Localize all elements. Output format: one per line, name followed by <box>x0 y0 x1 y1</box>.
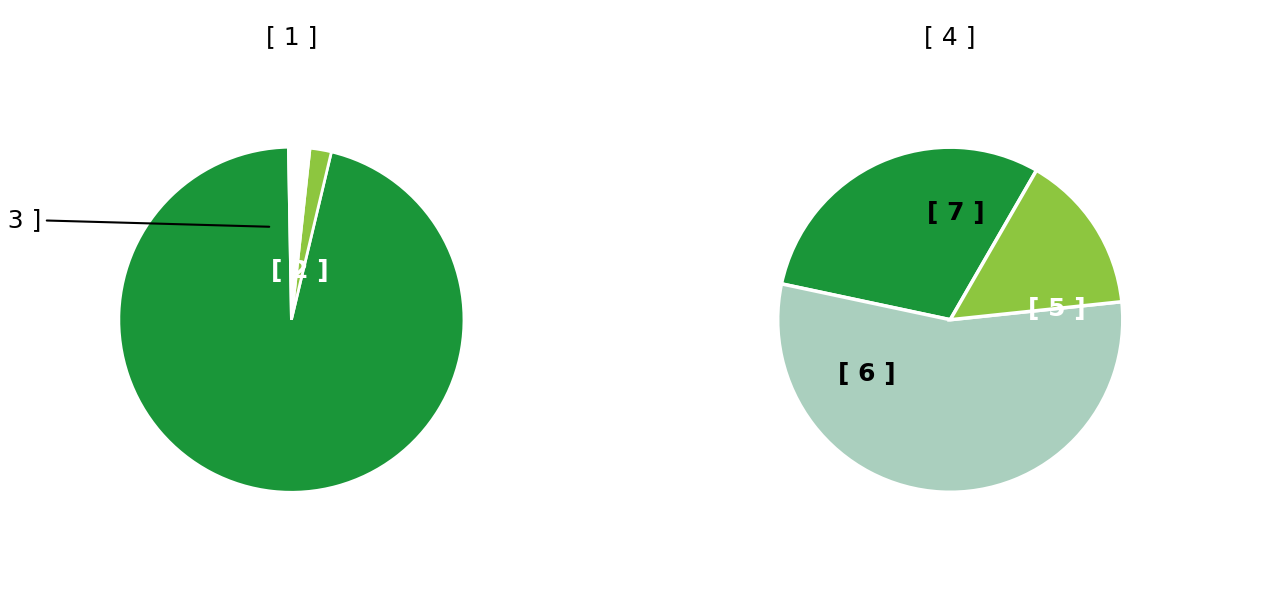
Title: [ 1 ]: [ 1 ] <box>266 25 317 49</box>
Wedge shape <box>782 147 1036 320</box>
Text: [ 3 ]: [ 3 ] <box>0 208 269 231</box>
Text: [ 2 ]: [ 2 ] <box>271 259 329 283</box>
Wedge shape <box>119 147 464 492</box>
Wedge shape <box>778 284 1123 492</box>
Text: [ 7 ]: [ 7 ] <box>927 201 984 225</box>
Wedge shape <box>291 148 332 320</box>
Wedge shape <box>950 171 1121 320</box>
Text: [ 6 ]: [ 6 ] <box>837 362 895 386</box>
Wedge shape <box>289 147 310 320</box>
Text: [ 5 ]: [ 5 ] <box>1028 297 1086 320</box>
Title: [ 4 ]: [ 4 ] <box>925 25 976 49</box>
